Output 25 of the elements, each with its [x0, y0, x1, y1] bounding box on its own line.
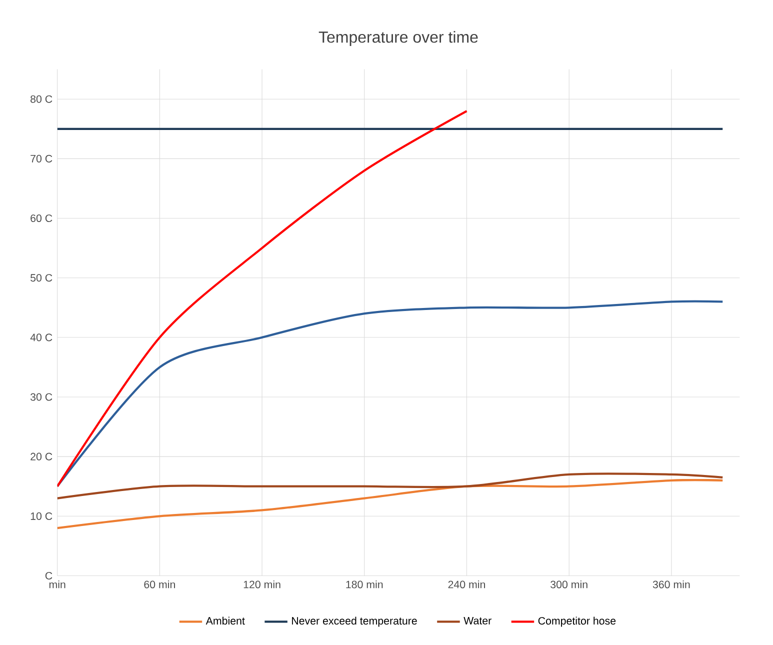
y-tick-label: 80 C: [30, 95, 52, 103]
x-tick-label: 60 min: [144, 580, 175, 588]
line-series: [57, 110, 468, 488]
legend-label: Competitor hose: [538, 616, 616, 627]
legend-label: Water: [464, 616, 492, 624]
legend-label: Ambient: [206, 616, 245, 625]
x-tick-label: 300 min: [550, 580, 588, 588]
y-tick-label: 30 C: [30, 393, 52, 401]
x-tick-label: 240 min: [448, 580, 486, 588]
y-tick-label: 60 C: [30, 214, 52, 222]
y-tick-label: C: [45, 572, 52, 580]
y-tick-label: 40 C: [30, 334, 52, 342]
x-tick-label: 180 min: [346, 580, 383, 588]
line-series: [57, 478, 724, 530]
y-tick-label: 50 C: [30, 274, 52, 282]
y-tick-label: 70 C: [30, 154, 52, 162]
legend-label: Never exceed temperature: [292, 616, 417, 627]
x-tick-label: 120 min: [244, 580, 280, 588]
line-series: [57, 472, 724, 500]
x-tick-label: 360 min: [652, 580, 690, 588]
line-series: [57, 300, 724, 488]
chart-title: Temperature over time: [318, 31, 478, 46]
x-tick-label: min: [49, 580, 66, 588]
y-tick-label: 20 C: [30, 452, 52, 460]
y-tick-label: 10 C: [30, 512, 52, 520]
